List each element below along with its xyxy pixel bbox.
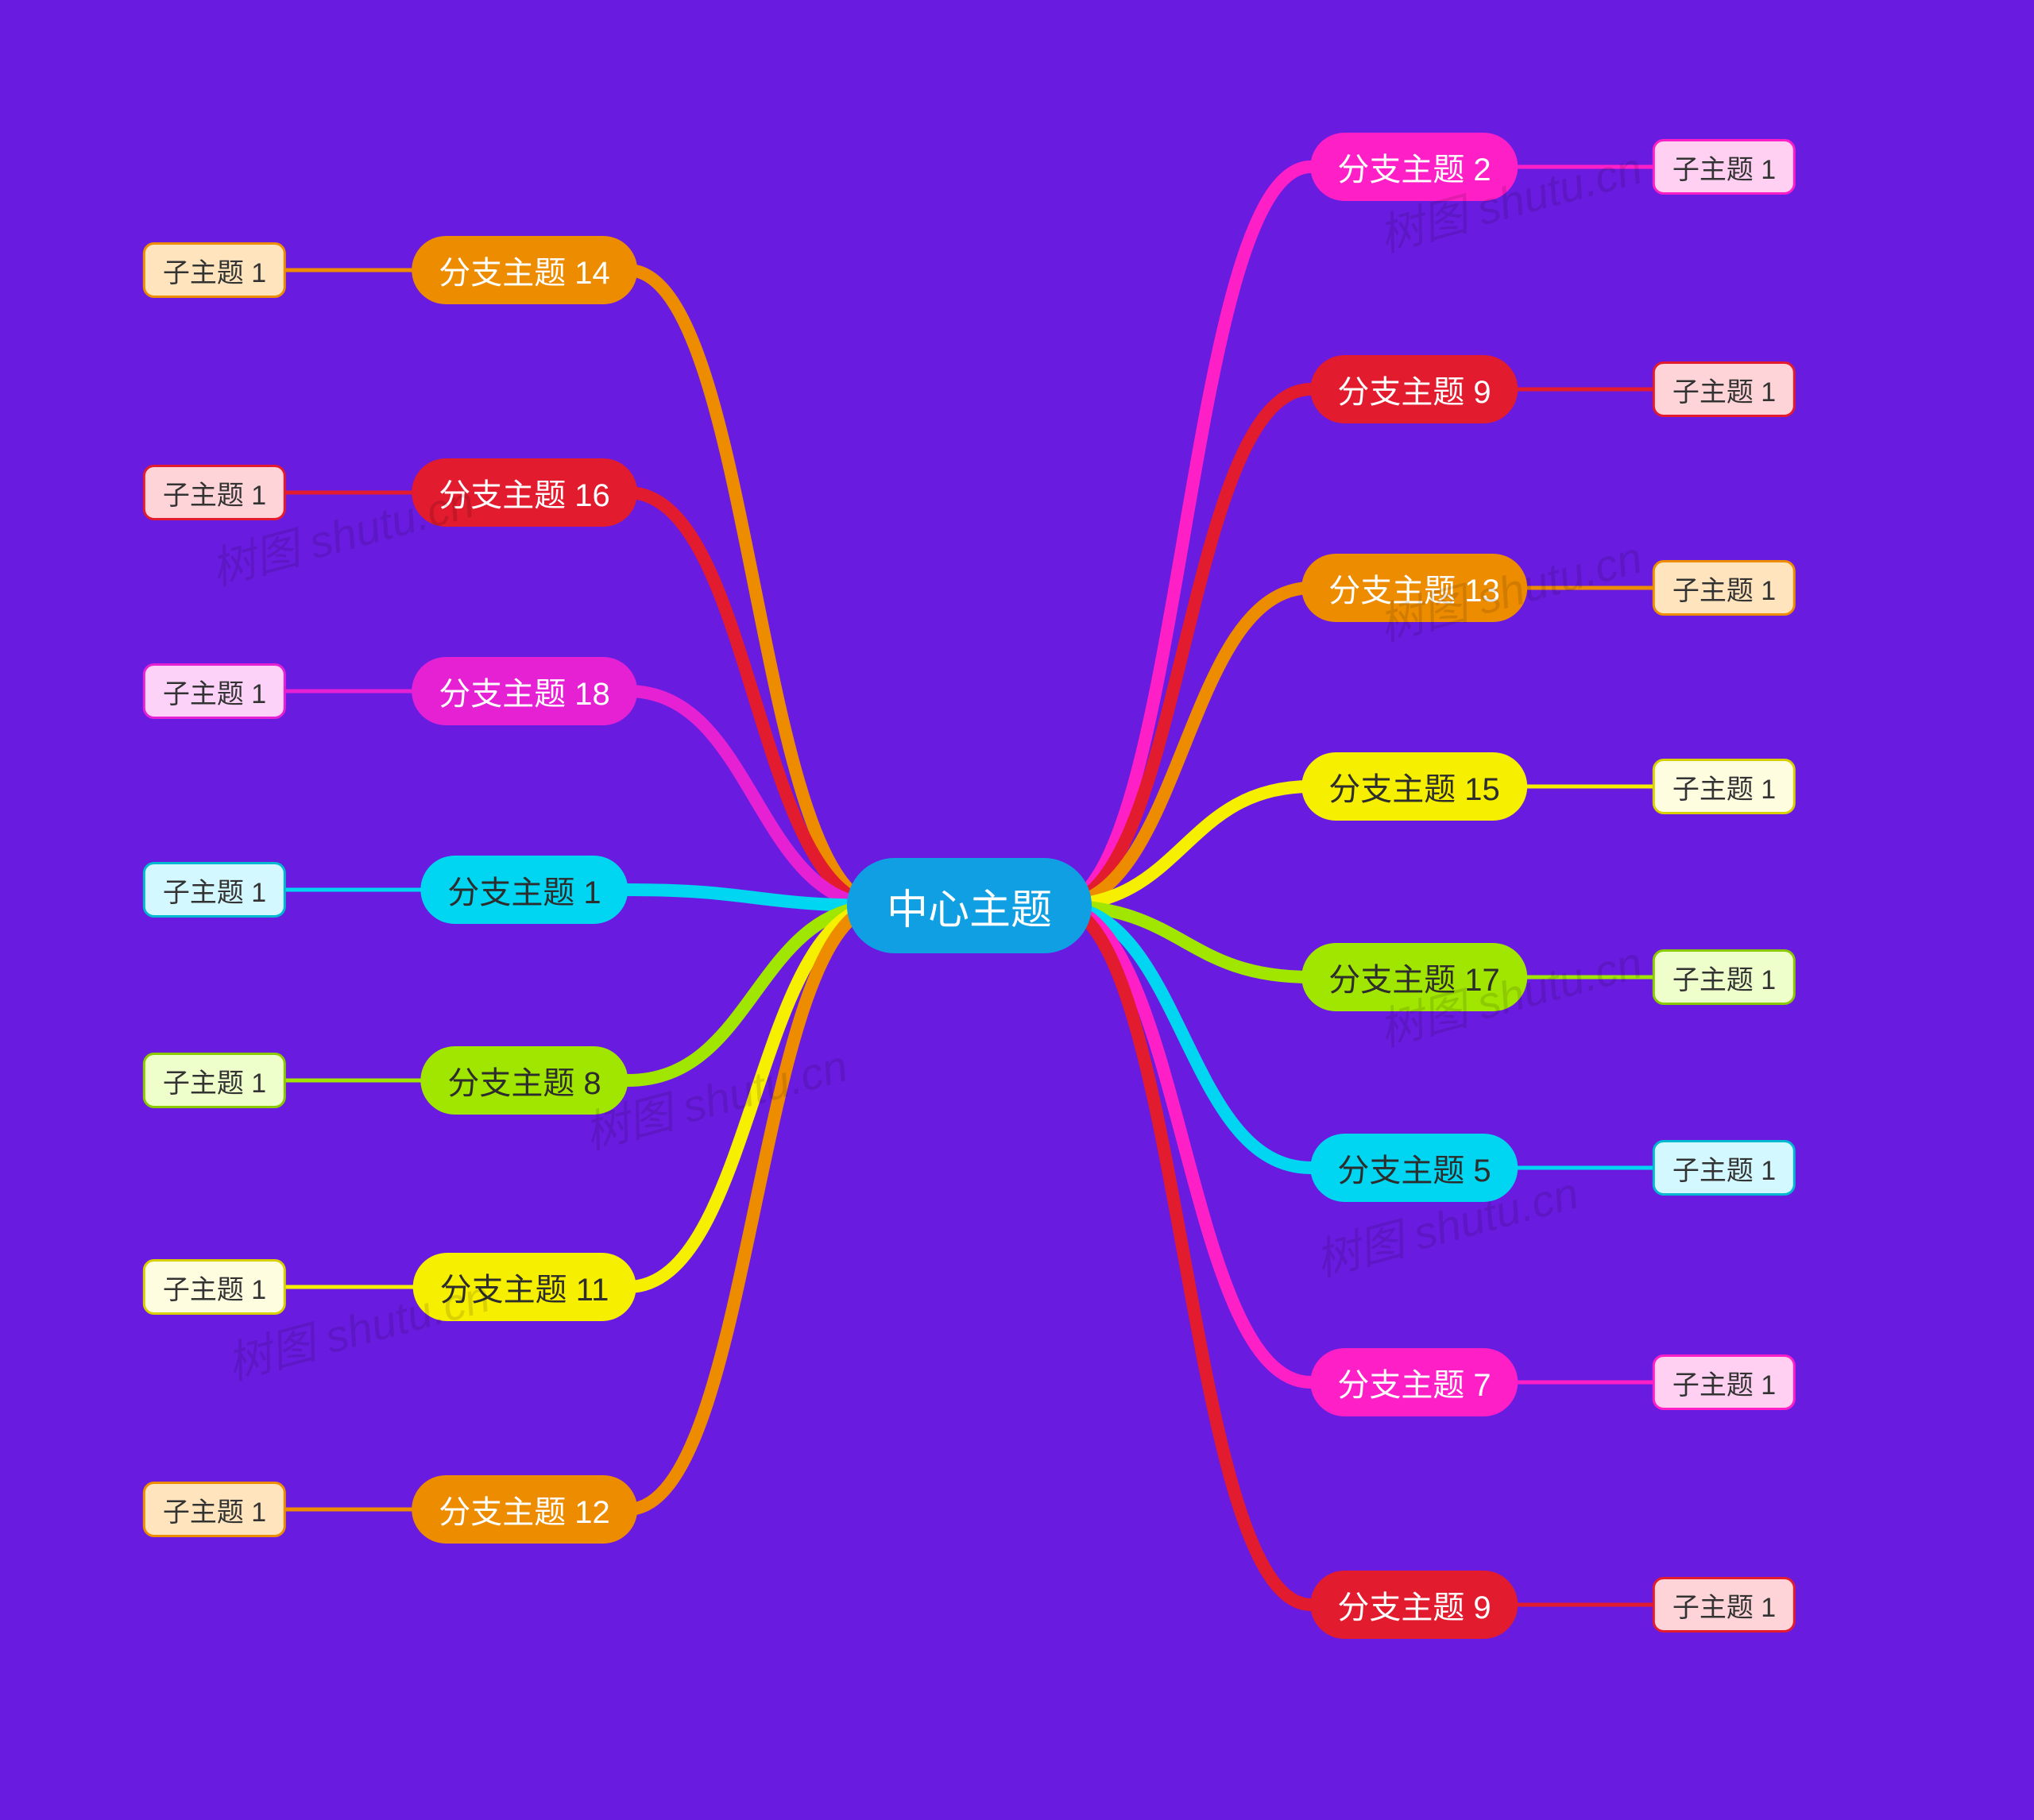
leaf-right-4: 子主题 1 (1653, 949, 1796, 1005)
branch-right-1: 分支主题 9 (1310, 355, 1518, 423)
branch-left-1: 分支主题 16 (412, 458, 637, 527)
leaf-left-0: 子主题 1 (143, 242, 286, 298)
branch-left-6: 分支主题 12 (412, 1475, 637, 1544)
branch-left-5: 分支主题 11 (413, 1253, 636, 1321)
leaf-left-6: 子主题 1 (143, 1482, 286, 1537)
leaf-right-7: 子主题 1 (1653, 1577, 1796, 1633)
leaf-right-0: 子主题 1 (1653, 139, 1796, 195)
branch-right-4: 分支主题 17 (1301, 943, 1527, 1011)
branch-left-4: 分支主题 8 (420, 1046, 628, 1115)
mindmap-canvas: 中心主题 分支主题 2 子主题 1 分支主题 9 子主题 1 分支主题 13 子主题 1 分支… (0, 0, 2034, 1820)
leaf-right-5: 子主题 1 (1653, 1140, 1796, 1196)
branch-right-2: 分支主题 13 (1301, 554, 1527, 622)
branch-left-3: 分支主题 1 (420, 856, 628, 924)
leaf-left-4: 子主题 1 (143, 1053, 286, 1108)
branch-left-0: 分支主题 14 (412, 236, 637, 304)
leaf-left-5: 子主题 1 (143, 1259, 286, 1315)
branch-left-2: 分支主题 18 (412, 657, 637, 725)
leaf-left-3: 子主题 1 (143, 862, 286, 918)
leaf-left-2: 子主题 1 (143, 663, 286, 719)
branch-right-6: 分支主题 7 (1310, 1348, 1518, 1416)
branch-right-5: 分支主题 5 (1310, 1134, 1518, 1202)
leaf-left-1: 子主题 1 (143, 465, 286, 520)
leaf-right-2: 子主题 1 (1653, 560, 1796, 616)
branch-right-7: 分支主题 9 (1310, 1571, 1518, 1639)
leaf-right-3: 子主题 1 (1653, 759, 1796, 814)
branch-right-3: 分支主题 15 (1301, 752, 1527, 821)
leaf-right-6: 子主题 1 (1653, 1354, 1796, 1410)
center-topic: 中心主题 (847, 858, 1092, 953)
branch-right-0: 分支主题 2 (1310, 133, 1518, 201)
leaf-right-1: 子主题 1 (1653, 361, 1796, 417)
